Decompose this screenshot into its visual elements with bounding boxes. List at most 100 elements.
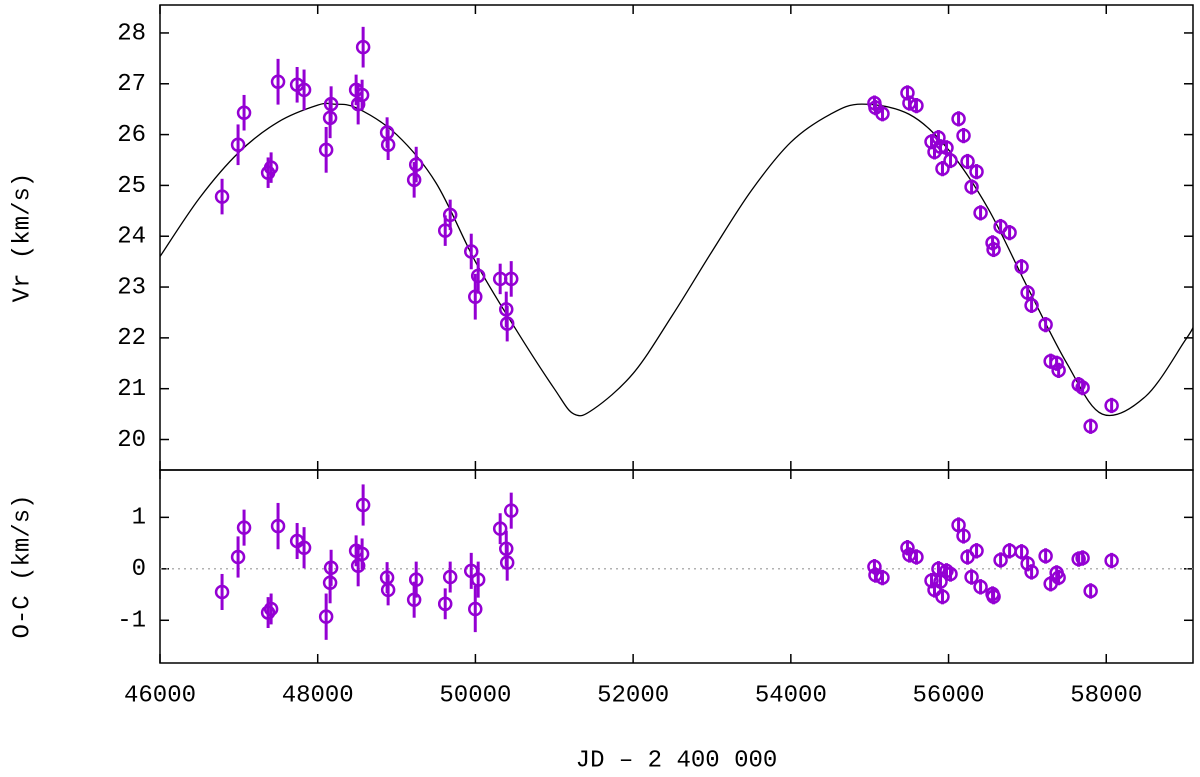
data-point <box>355 497 371 513</box>
data-point <box>900 540 915 555</box>
data-point <box>214 189 230 204</box>
data-point <box>939 140 954 156</box>
data-point <box>1083 583 1098 599</box>
data-point <box>442 569 458 585</box>
data-point <box>1014 544 1029 560</box>
data-point <box>1049 356 1064 371</box>
data-point <box>1083 419 1098 434</box>
data-point <box>270 518 286 534</box>
fit-curve <box>160 102 1193 417</box>
data-point <box>933 574 948 589</box>
x-tick-label: 58000 <box>1070 682 1142 709</box>
data-point <box>323 96 339 112</box>
data-point <box>875 570 890 585</box>
data-point <box>1075 550 1090 566</box>
y-tick-label: -1 <box>117 608 146 635</box>
data-point <box>408 157 424 172</box>
x-tick-label: 50000 <box>439 682 511 709</box>
data-point <box>296 540 312 555</box>
data-point <box>935 161 950 176</box>
data-point <box>986 242 1001 257</box>
data-point <box>1024 564 1039 580</box>
data-point <box>380 582 396 598</box>
data-point <box>973 579 988 595</box>
data-point <box>1020 285 1035 300</box>
data-point <box>951 111 966 127</box>
y-tick-label: 21 <box>117 376 146 403</box>
y-tick-label: 28 <box>117 20 146 47</box>
data-point <box>263 160 279 175</box>
data-point <box>503 503 519 518</box>
data-point <box>318 142 334 158</box>
data-point <box>323 560 339 576</box>
data-point <box>1051 570 1066 585</box>
x-tick-label: 56000 <box>913 682 985 709</box>
data-point <box>470 572 486 587</box>
data-point <box>969 543 984 559</box>
data-point <box>470 268 486 284</box>
data-point <box>236 520 252 535</box>
data-point <box>463 244 479 259</box>
data-point <box>956 128 971 143</box>
data-point <box>969 164 984 179</box>
data-point <box>935 589 950 604</box>
data-point <box>354 546 370 562</box>
data-point <box>900 85 915 101</box>
data-point <box>230 549 246 565</box>
data-point <box>1024 298 1039 313</box>
x-tick-label: 52000 <box>597 682 669 709</box>
data-point <box>960 154 975 169</box>
data-point <box>1014 259 1029 274</box>
y-tick-label: 20 <box>117 427 146 454</box>
data-point <box>943 153 958 168</box>
data-point <box>442 207 458 223</box>
y-tick-label: 23 <box>117 274 146 301</box>
x-tick-label: 54000 <box>755 682 827 709</box>
y-tick-label: 0 <box>132 556 146 583</box>
data-point <box>1104 553 1119 568</box>
data-point <box>296 82 312 98</box>
data-point <box>993 552 1008 568</box>
data-point <box>318 609 334 624</box>
x-tick-label: 48000 <box>282 682 354 709</box>
x-axis-label: JD – 2 400 000 <box>576 747 778 774</box>
data-point <box>468 601 483 617</box>
data-point <box>1002 225 1017 240</box>
data-point <box>503 271 519 287</box>
y-tick-label: 1 <box>132 505 146 532</box>
data-point <box>1038 317 1053 332</box>
data-point <box>406 592 422 607</box>
data-point <box>355 39 371 55</box>
y-tick-label: 25 <box>117 173 146 200</box>
data-point <box>973 205 988 221</box>
data-point <box>437 223 453 238</box>
data-point <box>931 130 946 145</box>
data-point <box>270 74 286 89</box>
data-point <box>943 566 958 582</box>
data-point <box>408 572 424 587</box>
data-point <box>924 573 939 588</box>
y-axis-label: Vr (km/s) <box>9 173 36 303</box>
data-point <box>214 584 230 600</box>
data-point <box>1104 398 1119 413</box>
data-point <box>909 549 924 565</box>
data-point <box>1051 363 1066 378</box>
data-point <box>1020 556 1035 571</box>
data-point <box>1038 548 1053 564</box>
data-point <box>236 105 252 120</box>
data-point <box>499 555 515 570</box>
x-tick-label: 46000 <box>124 682 196 709</box>
data-point <box>964 179 979 195</box>
data-point <box>499 316 515 331</box>
data-point <box>260 605 276 620</box>
data-point <box>964 569 979 585</box>
data-point <box>230 137 246 153</box>
data-point <box>492 521 508 536</box>
y-tick-label: 22 <box>117 325 146 352</box>
data-point <box>406 172 422 188</box>
data-point <box>986 589 1001 604</box>
y-tick-label: 27 <box>117 71 146 98</box>
data-point <box>956 528 971 544</box>
